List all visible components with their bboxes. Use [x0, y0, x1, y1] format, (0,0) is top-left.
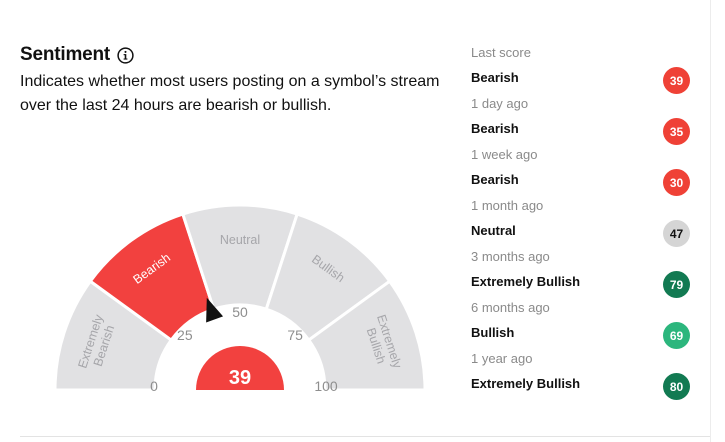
- gauge-segment-extremely-bullish: [306, 279, 427, 392]
- bottom-divider: [20, 436, 710, 437]
- history-score-badge: 79: [663, 271, 690, 298]
- history-period: 6 months ago: [471, 300, 550, 315]
- history-sentiment-label: Bearish: [471, 70, 519, 85]
- history-sentiment-label: Bearish: [471, 121, 519, 136]
- history-entry: Bearish 35: [471, 113, 696, 146]
- history-score-badge: 69: [663, 322, 690, 349]
- history-period: 1 year ago: [471, 351, 533, 366]
- gauge-tick-label: 50: [232, 304, 248, 320]
- score-history: Last score Bearish 39 1 day ago Bearish 35 1 w…: [471, 44, 696, 401]
- history-period: 1 day ago: [471, 96, 529, 111]
- info-icon[interactable]: [117, 46, 134, 64]
- history-entry: Bearish 30: [471, 164, 696, 197]
- history-sentiment-label: Bullish: [471, 325, 515, 340]
- history-score-badge: 47: [663, 220, 690, 247]
- section-title: Sentiment: [20, 44, 111, 65]
- history-score-badge: 35: [663, 118, 690, 145]
- history-entry: Neutral 47: [471, 215, 696, 248]
- gauge-tick-label: 25: [177, 327, 193, 343]
- gauge-needle: [206, 297, 224, 323]
- gauge-score-value: 39: [229, 367, 251, 389]
- history-entry: Bearish 39: [471, 62, 696, 95]
- history-period: 1 week ago: [471, 147, 538, 162]
- gauge-segment-label-neutral: Neutral: [220, 233, 260, 247]
- panel-edge: [710, 0, 711, 442]
- history-sentiment-label: Extremely Bullish: [471, 376, 581, 391]
- history-score-badge: 30: [663, 169, 690, 196]
- gauge-score-hub: [196, 346, 284, 390]
- history-period: Last score: [471, 45, 531, 60]
- gauge-tick-label: 100: [314, 378, 338, 394]
- history-entry: Extremely Bullish 79: [471, 266, 696, 299]
- history-entry: Bullish 69: [471, 317, 696, 350]
- history-period: 1 month ago: [471, 198, 544, 213]
- gauge-tick-label: 0: [150, 378, 158, 394]
- history-sentiment-label: Extremely Bullish: [471, 274, 581, 289]
- history-sentiment-label: Bearish: [471, 172, 519, 187]
- history-score-badge: 80: [663, 373, 690, 400]
- history-score-badge: 39: [663, 67, 690, 94]
- history-entry: Extremely Bullish 80: [471, 368, 696, 401]
- sentiment-gauge: ExtremelyBearishBearishNeutralBullishExt…: [53, 203, 427, 394]
- gauge-tick-label: 75: [287, 327, 303, 343]
- history-sentiment-label: Neutral: [471, 223, 516, 238]
- sentiment-header: Sentiment: [20, 44, 134, 66]
- section-description: Indicates whether most users posting on …: [20, 73, 440, 114]
- history-period: 3 months ago: [471, 249, 550, 264]
